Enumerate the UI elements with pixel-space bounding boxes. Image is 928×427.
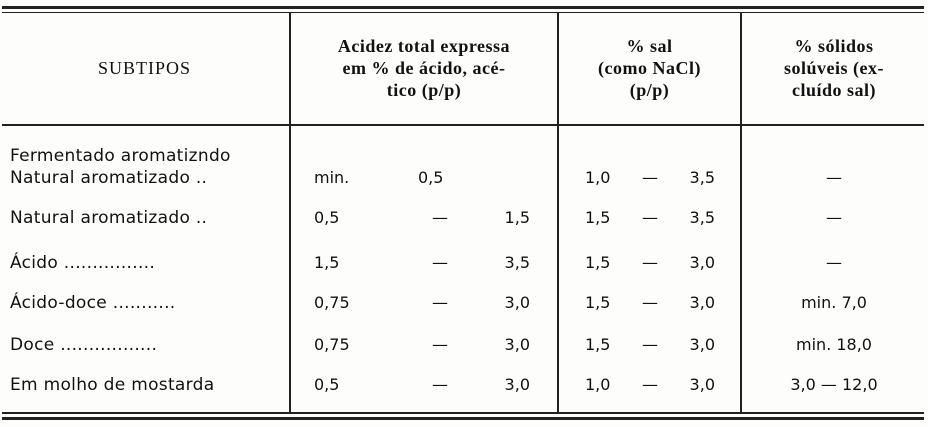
salt: 3,0 [689,335,715,354]
salt: 1,5 [585,253,611,272]
subtype: Natural aromatizado .. [10,168,208,188]
header-text: SUBTIPOS [97,58,192,78]
header-text: cluído sal) [791,80,876,100]
salt: 3,0 [689,293,715,312]
salt: — [642,168,658,187]
rule [2,412,924,414]
solids: — [826,168,842,187]
salt: — [642,293,658,312]
salt: 1,0 [585,375,611,394]
acidity: min. [314,168,350,187]
salt: 1,5 [585,335,611,354]
solids: — [826,253,842,272]
salt: 3,5 [689,208,715,227]
salt: — [642,375,658,394]
solids: min. 18,0 [796,335,872,354]
salt: — [642,335,658,354]
column-rule [289,13,291,413]
acidity: 1,5 [504,208,530,227]
subtype: Ácido-doce ........... [10,293,176,313]
acidity: 1,5 [314,253,340,272]
acidity: 0,75 [314,335,350,354]
subtype: Doce ................. [10,335,158,355]
salt: — [642,208,658,227]
salt: 1,5 [585,293,611,312]
salt: — [642,253,658,272]
header-text: % sólidos [794,36,874,56]
acidity: 0,75 [314,293,350,312]
header-text: (p/p) [629,80,670,100]
acidity: — [432,253,448,272]
subtype: Ácido ................ [10,253,156,273]
salt: 1,0 [585,168,611,187]
solids: — [826,208,842,227]
acidity: 3,0 [504,293,530,312]
column-rule [557,13,559,413]
salt: 3,0 [689,253,715,272]
acidity: 0,5 [314,375,340,394]
header-text: solúveis (ex- [784,58,884,78]
salt: 3,0 [689,375,715,394]
salt: 1,5 [585,208,611,227]
header-text: tico (p/p) [386,80,462,100]
acidity: 3,0 [504,335,530,354]
acidity: — [432,335,448,354]
subtype: Em molho de mostarda [10,375,215,395]
acidity: 3,5 [504,253,530,272]
rule [2,124,924,126]
subtype: Natural aromatizado .. [10,208,208,228]
salt: 3,5 [689,168,715,187]
subtype: Fermentado aromatizndo [10,146,231,166]
rule [2,12,924,13]
acidity: — [432,208,448,227]
acidity: — [432,375,448,394]
rule [2,6,924,9]
solids: min. 7,0 [801,293,867,312]
acidity: 0,5 [314,208,340,227]
acidity: 3,0 [504,375,530,394]
acidity: 0,5 [418,168,444,187]
header-text: Acidez total expressa [337,36,511,56]
header-text: (como NaCl) [598,58,701,78]
column-rule [740,13,742,413]
header-text: em % de ácido, acé- [342,58,506,78]
solids: 3,0 — 12,0 [790,375,878,394]
header-text: % sal [626,36,673,56]
rule [2,417,924,420]
acidity: — [432,293,448,312]
